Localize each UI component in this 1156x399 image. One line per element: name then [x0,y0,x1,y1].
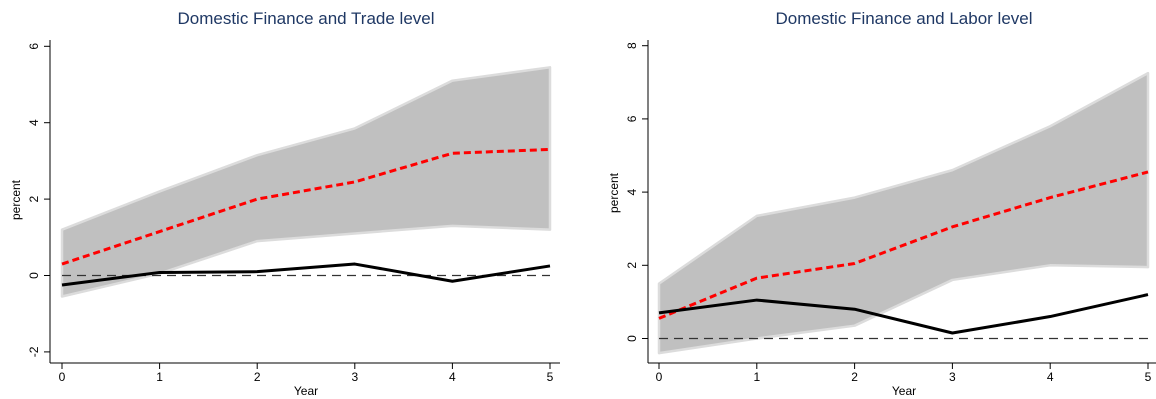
chart-title: Domestic Finance and Trade level [177,9,434,28]
x-tick-label: 5 [547,370,554,384]
y-axis-label: percent [607,172,621,213]
y-tick-label: 0 [625,335,639,342]
x-tick-label: 4 [449,370,456,384]
panel-trade: Domestic Finance and Trade level Year pe… [9,9,560,398]
x-tick-label: 5 [1145,370,1152,384]
x-tick-label: 0 [656,370,663,384]
y-tick-label: -2 [27,346,41,357]
x-tick-label: 2 [851,370,858,384]
x-tick-label: 2 [254,370,261,384]
series-line-solid [61,262,551,287]
panel-labor: Domestic Finance and Labor level Year pe… [607,9,1156,398]
y-tick-label: 4 [27,119,41,126]
chart-title: Domestic Finance and Labor level [775,9,1032,28]
x-tick-label: 4 [1047,370,1054,384]
x-axis-label: Year [892,384,916,398]
confidence-band [60,66,552,298]
y-tick-label: 4 [625,188,639,195]
series-line-dashed [61,147,551,266]
x-tick-label: 1 [753,370,760,384]
y-tick-label: 2 [625,262,639,269]
y-tick-label: 6 [27,43,41,50]
series-line-dashed [658,170,1149,320]
x-tick-label: 1 [156,370,163,384]
x-axis-label: Year [294,384,318,398]
plot-area [60,66,552,298]
plot-area [657,71,1150,355]
x-tick-label: 3 [351,370,358,384]
y-tick-label: 0 [27,272,41,279]
x-tick-label: 3 [949,370,956,384]
y-tick-label: 8 [625,42,639,49]
y-axis-label: percent [9,179,23,220]
x-tick-label: 0 [59,370,66,384]
series-line-solid [658,293,1149,335]
y-tick-label: 2 [27,195,41,202]
y-tick-label: 6 [625,115,639,122]
